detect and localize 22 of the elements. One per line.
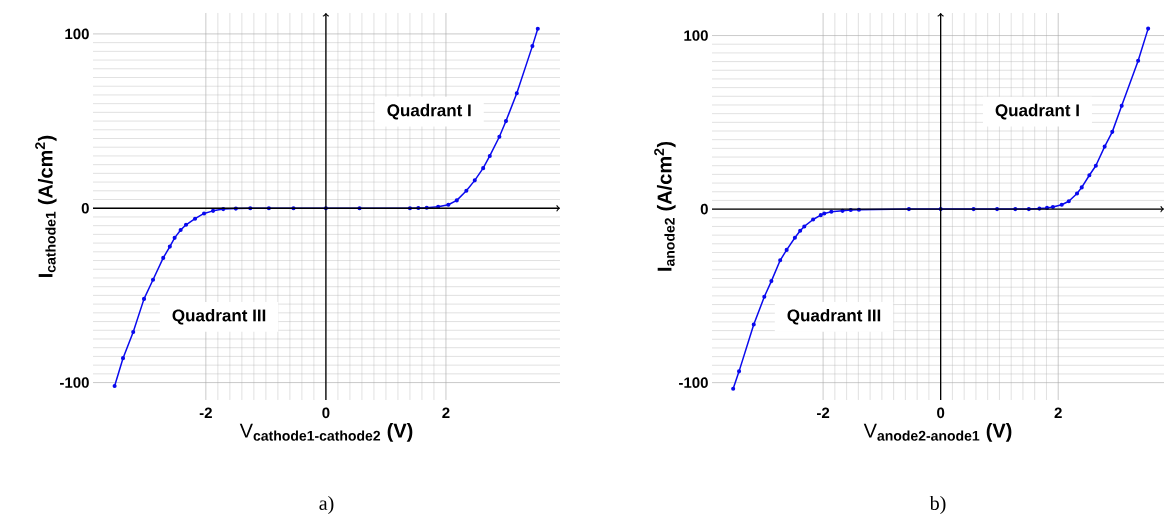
annotation: Quadrant III <box>172 308 266 325</box>
y-tick-label: -100 <box>60 377 89 388</box>
y-tick-label: 0 <box>81 202 89 214</box>
y-tick-label: -100 <box>679 377 708 388</box>
annotation: Quadrant I <box>387 103 471 120</box>
x-tick-label: 0 <box>322 407 330 419</box>
y-axis-title: I$_{anode2}$ (A/cm$^{2}$) <box>654 141 676 271</box>
text: b) <box>929 495 946 515</box>
annotation: Quadrant III <box>787 308 881 325</box>
y-tick-label: 100 <box>684 30 708 41</box>
y-tick-label: 100 <box>65 28 89 40</box>
x-tick-label: -2 <box>199 407 212 419</box>
y-axis-title: I$_{cathode1}$ (A/cm$^{2}$) <box>35 135 57 277</box>
annotation: Quadrant I <box>995 103 1079 120</box>
x-axis-title: $\mathrm{V}_{\text{cathode1-cathode2}}\text{ (V)}$ <box>239 423 413 442</box>
x-tick-label: -2 <box>817 407 830 419</box>
x-tick-label: 0 <box>937 407 945 419</box>
y-tick-label: 0 <box>700 203 708 215</box>
x-tick-label: 2 <box>442 407 450 419</box>
x-axis-title: $\mathrm{V}_{\text{anode2-anode1}}\text{ (V)}$ <box>863 423 1012 442</box>
text: a) <box>319 495 334 515</box>
x-tick-label: 2 <box>1054 407 1062 419</box>
